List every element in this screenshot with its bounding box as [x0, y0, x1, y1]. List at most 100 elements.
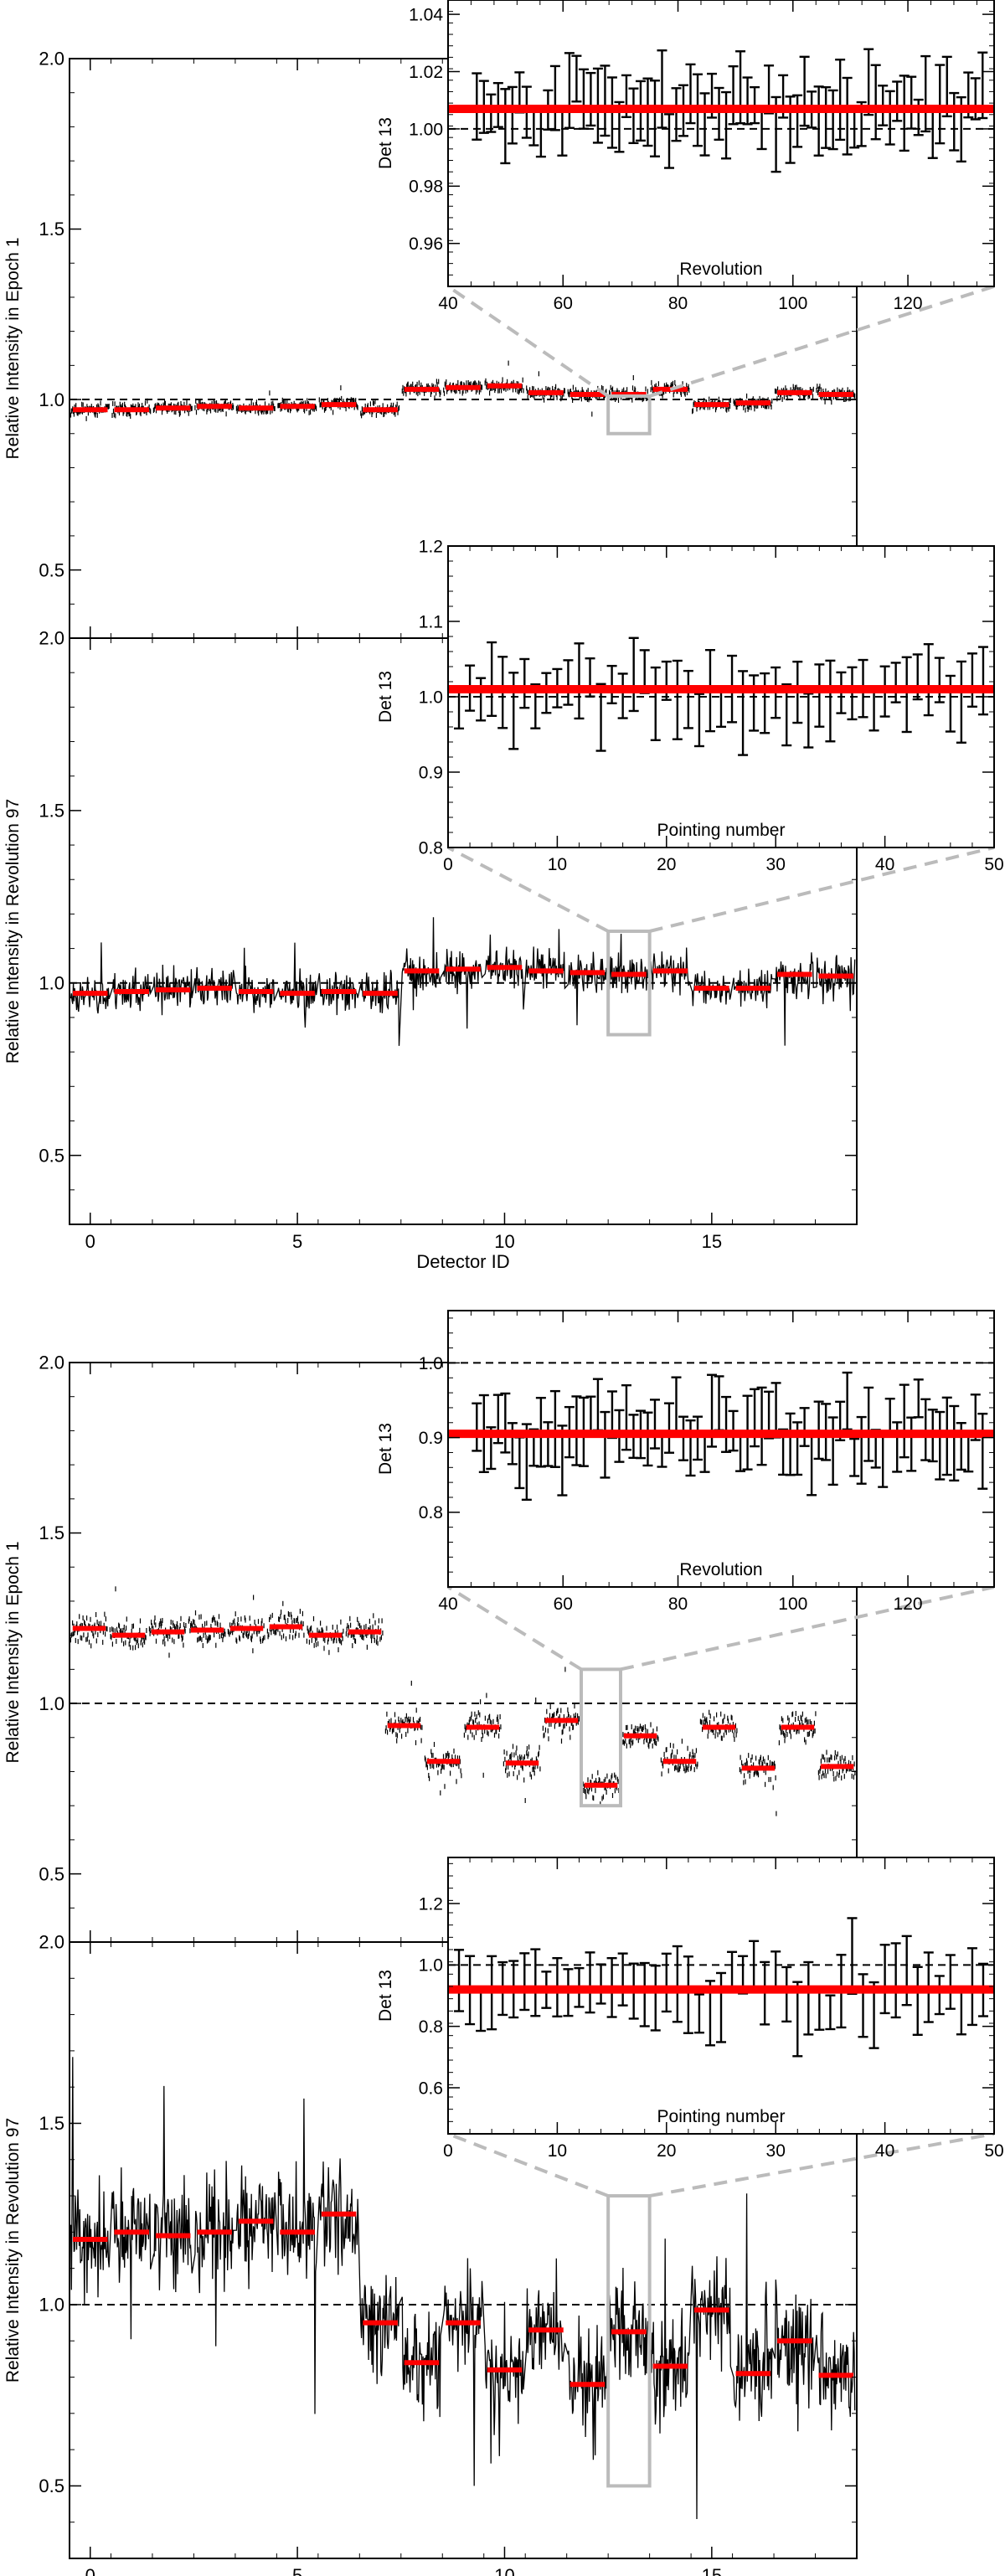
x-tick-label: 100 [778, 1595, 807, 1614]
x-tick-label: 10 [494, 2565, 514, 2576]
zoom-connector [447, 846, 610, 933]
y-tick-label: 1.0 [39, 972, 64, 993]
y-tick-label: 1.1 [419, 612, 443, 631]
zoom-connectors [446, 285, 995, 398]
y-tick-label: 0.5 [39, 2476, 64, 2496]
x-tick-label: 10 [548, 2141, 567, 2161]
inset-A1i: 0.96 0.98 1.00 1.02 1.04 40 60 80 100 120 Det 13 Re… [376, 0, 995, 313]
y-tick-label: 2.0 [39, 1352, 64, 1373]
zoom-box [580, 1667, 622, 1808]
y-tick-label: 0.8 [419, 838, 443, 858]
x-axis-label: Revolution [679, 1560, 762, 1579]
y-tick-label: 1.04 [409, 5, 443, 24]
y-tick-label: 0.8 [419, 2017, 443, 2037]
inset-B1i: 0.8 0.9 1.0 40 60 80 100 120 Det 13 Revolution [376, 1310, 995, 1614]
y-tick-label: 0.98 [409, 178, 443, 197]
y-tick-label: 2.0 [39, 1932, 64, 1953]
y-axis-label: Det 13 [376, 1423, 395, 1475]
x-tick-label: 40 [438, 1595, 457, 1614]
y-tick-label: 1.5 [39, 801, 64, 822]
zoom-connector [649, 2132, 995, 2198]
x-tick-label: 40 [438, 294, 457, 313]
x-axis-label: Pointing number [657, 2107, 786, 2126]
y-axis-label: Relative Intensity in Revolution 97 [3, 2118, 23, 2383]
x-tick-label: 30 [766, 2141, 786, 2161]
axes-frame [447, 1310, 995, 1588]
x-tick-label: 5 [292, 2565, 302, 2576]
axes-frame [447, 0, 995, 287]
x-tick-label: 10 [494, 1231, 514, 1252]
x-tick-label: 0 [443, 2141, 453, 2161]
y-axis-label: Relative Intensity in Revolution 97 [3, 799, 23, 1064]
inset-A2i: 0.8 0.9 1.0 1.1 1.2 0 10 20 30 40 50 Det 13 Pointing… [376, 537, 1004, 874]
inset-B2i: 0.6 0.8 1.0 1.2 0 10 20 30 40 50 Det 13 Pointing nu… [376, 1857, 1004, 2161]
y-axis-label: Relative Intensity in Epoch 1 [3, 1542, 23, 1764]
zoom-connector [649, 846, 995, 933]
x-tick-label: 40 [875, 855, 894, 874]
y-tick-label: 1.0 [39, 1693, 64, 1714]
zoom-box [606, 2194, 652, 2488]
axes-frame [447, 1857, 995, 2135]
x-tick-label: 50 [984, 855, 1003, 874]
x-tick-label: 100 [778, 294, 807, 313]
x-tick-label: 15 [702, 1231, 722, 1252]
y-tick-label: 0.8 [419, 1503, 443, 1522]
plot-background [448, 1311, 994, 1587]
y-axis-label: Det 13 [376, 671, 395, 723]
y-tick-label: 0.5 [39, 559, 64, 580]
y-tick-label: 0.5 [39, 1863, 64, 1884]
y-tick-label: 0.5 [39, 1145, 64, 1166]
y-tick-label: 1.5 [39, 1522, 64, 1543]
y-tick-label: 1.0 [39, 2295, 64, 2316]
y-tick-label: 2.0 [39, 49, 64, 70]
zoom-connector [649, 285, 995, 398]
y-tick-label: 1.2 [419, 1894, 443, 1914]
y-tick-label: 0.96 [409, 234, 443, 254]
x-tick-label: 80 [668, 294, 688, 313]
zoom-connector [446, 1585, 583, 1672]
x-tick-label: 30 [766, 855, 786, 874]
y-tick-label: 0.6 [419, 2079, 443, 2098]
x-axis-label: Detector ID [416, 1251, 509, 1272]
x-axis-label: Pointing number [657, 821, 786, 840]
x-tick-label: 50 [984, 2141, 1003, 2161]
y-tick-label: 0.9 [419, 763, 443, 782]
x-tick-label: 120 [894, 1595, 923, 1614]
x-tick-label: 120 [894, 294, 923, 313]
x-tick-label: 80 [668, 1595, 688, 1614]
x-tick-label: 20 [657, 2141, 676, 2161]
zoom-box [606, 930, 652, 1037]
x-tick-label: 0 [85, 1231, 95, 1252]
x-tick-label: 20 [657, 855, 676, 874]
zoom-connector [446, 285, 610, 398]
zoom-connectors [447, 2132, 995, 2198]
y-tick-label: 1.5 [39, 2113, 64, 2134]
x-axis-label: Revolution [679, 260, 762, 279]
x-tick-label: 0 [443, 855, 453, 874]
y-axis-label: Det 13 [376, 1970, 395, 2022]
y-tick-label: 1.5 [39, 219, 64, 240]
zoom-connectors [447, 846, 995, 933]
x-tick-label: 5 [292, 1231, 302, 1252]
x-tick-label: 60 [554, 1595, 573, 1614]
x-tick-label: 40 [875, 2141, 894, 2161]
x-tick-label: 15 [702, 2565, 722, 2576]
x-tick-label: 10 [548, 855, 567, 874]
y-tick-label: 1.0 [419, 688, 443, 707]
y-tick-label: 2.0 [39, 628, 64, 649]
x-tick-label: 0 [85, 2565, 95, 2576]
zoom-connector [447, 2132, 609, 2197]
y-tick-label: 0.9 [419, 1429, 443, 1448]
y-tick-label: 1.00 [409, 120, 443, 139]
y-tick-label: 1.02 [409, 63, 443, 82]
zoom-box [606, 394, 652, 435]
zoom-connectors [446, 1585, 995, 1672]
y-tick-label: 1.0 [419, 1354, 443, 1373]
y-tick-label: 1.2 [419, 537, 443, 556]
x-tick-label: 60 [554, 294, 573, 313]
plot-background [448, 0, 994, 286]
y-axis-label: Det 13 [376, 117, 395, 169]
y-tick-label: 1.0 [39, 389, 64, 410]
y-axis-label: Relative Intensity in Epoch 1 [3, 238, 23, 460]
